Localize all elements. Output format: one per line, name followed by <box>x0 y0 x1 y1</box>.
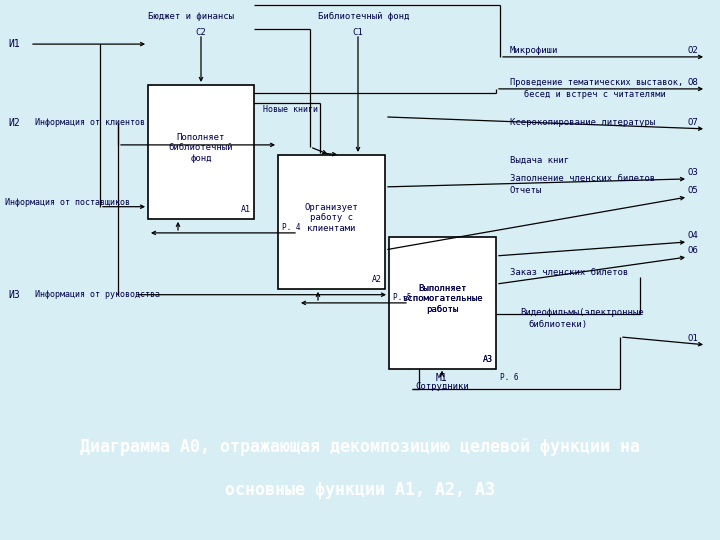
Text: О5: О5 <box>688 186 698 195</box>
Text: Р. 6: Р. 6 <box>500 373 518 382</box>
Text: Микрофиши: Микрофиши <box>510 46 559 55</box>
Text: Отчеты: Отчеты <box>510 186 542 195</box>
Text: О8: О8 <box>688 78 698 87</box>
Bar <box>148 85 254 219</box>
Bar <box>278 155 385 289</box>
Text: Пополняет
библиотечный
фонд: Пополняет библиотечный фонд <box>168 133 233 163</box>
Text: основные функции А1, А2, А3: основные функции А1, А2, А3 <box>225 481 495 499</box>
Text: О4: О4 <box>688 231 698 240</box>
Text: И2: И2 <box>8 118 19 128</box>
Text: Ксерокопирование литературы: Ксерокопирование литературы <box>510 118 655 127</box>
Text: Информация от клиентов: Информация от клиентов <box>35 118 145 127</box>
Text: А3: А3 <box>483 355 493 364</box>
Text: Сотрудники: Сотрудники <box>415 382 469 391</box>
Text: С2: С2 <box>196 28 207 37</box>
Text: Бюджет и финансы: Бюджет и финансы <box>148 12 234 21</box>
Bar <box>389 237 496 369</box>
Text: О3: О3 <box>688 168 698 177</box>
Bar <box>389 237 496 369</box>
Text: О1: О1 <box>688 334 698 343</box>
Text: Новые книги: Новые книги <box>263 105 318 114</box>
Text: Р. 5: Р. 5 <box>393 293 412 302</box>
Text: Проведение тематических выставок,: Проведение тематических выставок, <box>510 78 683 87</box>
Text: библиотеки): библиотеки) <box>528 320 587 329</box>
Text: Выдача книг: Выдача книг <box>510 156 569 165</box>
Text: А3: А3 <box>483 355 493 364</box>
Text: И3: И3 <box>8 289 19 300</box>
Text: О7: О7 <box>688 118 698 127</box>
Text: А1: А1 <box>241 205 251 214</box>
Text: бесед и встреч с читателями: бесед и встреч с читателями <box>524 90 666 99</box>
Text: Видеофильмы(электронные: Видеофильмы(электронные <box>520 308 644 317</box>
Text: А2: А2 <box>372 275 382 284</box>
Text: С1: С1 <box>353 28 364 37</box>
Text: М1: М1 <box>436 373 448 383</box>
Text: Диаграмма А0, отражающая декомпозицию целевой функции на: Диаграмма А0, отражающая декомпозицию це… <box>80 438 640 456</box>
Text: Организует
работу с
клиентами: Организует работу с клиентами <box>305 203 359 233</box>
Text: Выполняет
vспомогательные
работы: Выполняет vспомогательные работы <box>402 284 483 314</box>
Text: О6: О6 <box>688 246 698 255</box>
Text: Информация от руководства: Информация от руководства <box>35 290 160 299</box>
Text: Выполняет
вспомогательные
работы: Выполняет вспомогательные работы <box>402 284 483 314</box>
Text: О2: О2 <box>688 46 698 55</box>
Text: Р. 4: Р. 4 <box>282 223 300 232</box>
Text: И1: И1 <box>8 39 19 49</box>
Text: Заполнение членских билетов: Заполнение членских билетов <box>510 174 655 183</box>
Text: Информация от поставщиков: Информация от поставщиков <box>5 198 130 207</box>
Text: Заказ членских билетов: Заказ членских билетов <box>510 268 629 277</box>
Text: Библиотечный фонд: Библиотечный фонд <box>318 12 410 21</box>
